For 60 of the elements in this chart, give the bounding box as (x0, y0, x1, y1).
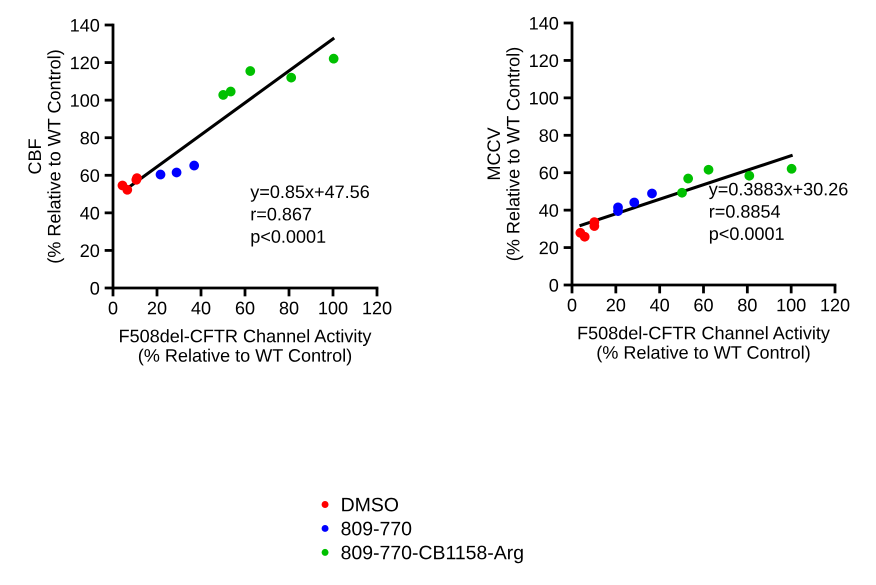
x-tick-label: 100 (777, 298, 806, 312)
annotation: y=0.85x+47.56 (250, 185, 369, 202)
x-tick-label: 120 (821, 298, 850, 312)
point (647, 188, 657, 198)
x-tick-label: 40 (191, 302, 210, 314)
y-tick-label: 0 (549, 278, 558, 292)
y-tick-label: 20 (80, 244, 100, 258)
y-tick-label: 40 (80, 206, 100, 220)
x-axis-title: F508del-CFTR Channel Activity (% Relative to WT Control) (578, 326, 830, 362)
annotation: r=0.867 (251, 208, 312, 221)
point (683, 174, 694, 184)
point (786, 164, 796, 174)
point (189, 160, 200, 170)
x-tick-label: 80 (280, 302, 298, 314)
x-tick-label: 40 (650, 298, 670, 312)
x-tick-label: 60 (236, 302, 254, 314)
annotation: p<0.0001 (251, 230, 326, 246)
x-tick-label: 100 (319, 302, 348, 314)
y-tick-label: 120 (71, 56, 100, 70)
y-tick-label: 140 (71, 18, 100, 32)
x-axis-title: F508del-CFTR Channel Activity (% Relative to WT Control) (120, 329, 372, 366)
x-tick-label: 20 (606, 298, 626, 312)
x-tick-label: 20 (148, 302, 166, 314)
y-tick-label: 140 (530, 16, 558, 30)
y-tick-label: 0 (90, 282, 100, 295)
y-tick-label: 80 (80, 132, 100, 144)
y-tick-label: 80 (540, 129, 558, 142)
point (580, 232, 590, 242)
annotation: r=0.8854 (710, 205, 780, 218)
x-tick-label: 120 (363, 302, 392, 314)
x-tick-label: 0 (108, 302, 118, 314)
y-tick-label: 120 (530, 54, 558, 68)
point (245, 66, 256, 76)
point (677, 188, 687, 198)
y-axis-title: CBF (% Relative to WT Control) (28, 50, 64, 263)
x-tick-label: 80 (738, 298, 757, 312)
point (172, 168, 182, 178)
point (286, 72, 296, 82)
y-tick-label: 20 (540, 242, 558, 254)
y-tick-label: 60 (540, 166, 558, 180)
y-axis-title: MCCV (% Relative to WT Control) (487, 48, 524, 260)
point (704, 164, 714, 175)
point (156, 170, 166, 180)
y-tick-label: 100 (530, 92, 558, 105)
legend-label: DMSO (342, 498, 398, 512)
annotation: p<0.0001 (710, 227, 784, 244)
point (218, 90, 228, 100)
legend-label: 809-770-CB1158-Arg (341, 546, 523, 564)
y-tick-label: 100 (71, 94, 100, 107)
x-tick-label: 60 (694, 298, 713, 312)
x-tick-label: 0 (568, 298, 576, 312)
legend-label: 809-770 (341, 522, 412, 536)
annotation: y=0.3883x+30.26 (708, 182, 848, 200)
point (629, 198, 640, 208)
point (122, 184, 132, 195)
point (328, 54, 339, 64)
point (744, 170, 754, 181)
y-tick-label: 60 (80, 169, 100, 182)
y-tick-label: 40 (539, 204, 558, 217)
point (226, 86, 236, 96)
